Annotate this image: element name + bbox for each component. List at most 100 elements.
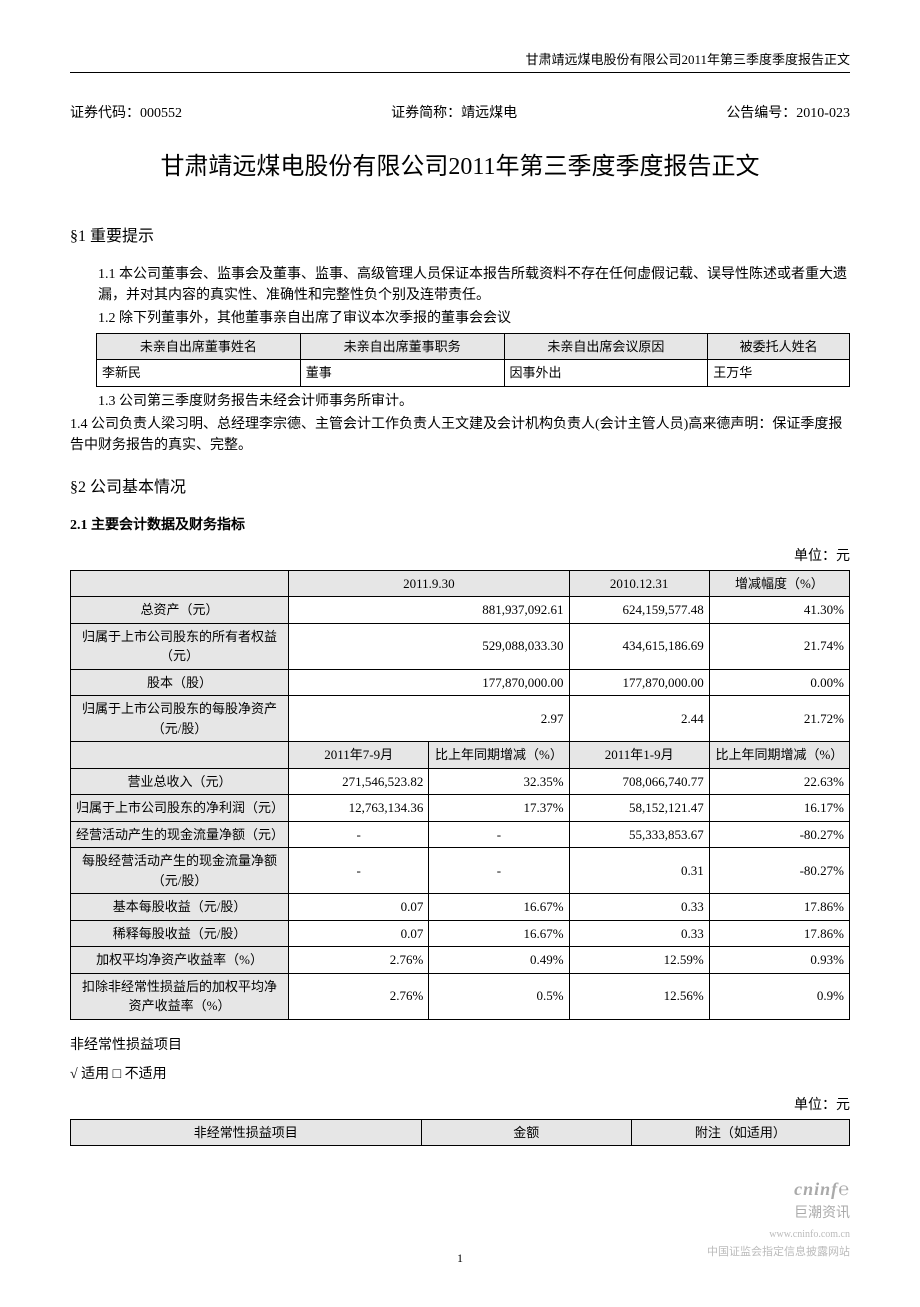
- cell: 0.49%: [429, 947, 569, 974]
- brand-text: cninf: [794, 1179, 838, 1199]
- para-1-2: 1.2 除下列董事外，其他董事亲自出席了审议本次季报的董事会会议: [70, 308, 850, 329]
- cell: -: [429, 848, 569, 894]
- cell: 0.9%: [709, 973, 849, 1019]
- brand-sub: 巨潮资讯: [794, 1206, 850, 1221]
- cell: 0.31: [569, 848, 709, 894]
- cell: 22.63%: [709, 768, 849, 795]
- fin-h2-a: 2011年7-9月: [289, 742, 429, 769]
- cell: 董事: [300, 360, 504, 387]
- cell: 12,763,134.36: [289, 795, 429, 822]
- cell: 16.67%: [429, 894, 569, 921]
- table-row: 营业总收入（元）271,546,523.8232.35%708,066,740.…: [71, 768, 850, 795]
- cell: 2.97: [289, 696, 569, 742]
- cell: 2.76%: [289, 947, 429, 974]
- document-title: 甘肃靖远煤电股份有限公司2011年第三季度季度报告正文: [70, 149, 850, 185]
- cell: 177,870,000.00: [569, 669, 709, 696]
- fin-h1-blank: [71, 570, 289, 597]
- cell: 41.30%: [709, 597, 849, 624]
- cell: 归属于上市公司股东的每股净资产（元/股）: [71, 696, 289, 742]
- page-header: 甘肃靖远煤电股份有限公司2011年第三季度季度报告正文: [70, 50, 850, 73]
- table-row: 扣除非经常性损益后的加权平均净资产收益率（%）2.76%0.5%12.56%0.…: [71, 973, 850, 1019]
- cell: 881,937,092.61: [289, 597, 569, 624]
- applicable-checkbox: √ 适用 □ 不适用: [70, 1064, 850, 1085]
- table-row: 股本（股）177,870,000.00177,870,000.000.00%: [71, 669, 850, 696]
- cell: 王万华: [708, 360, 850, 387]
- cell: 0.5%: [429, 973, 569, 1019]
- cell: 12.59%: [569, 947, 709, 974]
- cell: 加权平均净资产收益率（%）: [71, 947, 289, 974]
- cell: -: [289, 848, 429, 894]
- cell: 624,159,577.48: [569, 597, 709, 624]
- cell: -80.27%: [709, 848, 849, 894]
- cell: 12.56%: [569, 973, 709, 1019]
- section-2-heading: §2 公司基本情况: [70, 476, 850, 500]
- cell: 17.86%: [709, 894, 849, 921]
- table-row: 每股经营活动产生的现金流量净额（元/股）--0.31-80.27%: [71, 848, 850, 894]
- cell: 2.76%: [289, 973, 429, 1019]
- meta-row: 证券代码：000552 证券简称：靖远煤电 公告编号：2010-023: [70, 103, 850, 124]
- absent-col-proxy: 被委托人姓名: [708, 333, 850, 360]
- cell: 0.00%: [709, 669, 849, 696]
- absent-col-reason: 未亲自出席会议原因: [504, 333, 708, 360]
- table-row: 归属于上市公司股东的所有者权益（元）529,088,033.30434,615,…: [71, 623, 850, 669]
- cell: 因事外出: [504, 360, 708, 387]
- cell: 271,546,523.82: [289, 768, 429, 795]
- fin-h1-c: 增减幅度（%）: [709, 570, 849, 597]
- nonrecurring-table: 非经常性损益项目 金额 附注（如适用）: [70, 1119, 850, 1147]
- cell: 17.86%: [709, 920, 849, 947]
- cell: 21.72%: [709, 696, 849, 742]
- table-row: 李新民 董事 因事外出 王万华: [97, 360, 850, 387]
- cell: 0.33: [569, 894, 709, 921]
- cell: 58,152,121.47: [569, 795, 709, 822]
- table-row: 归属于上市公司股东的每股净资产（元/股）2.972.4421.72%: [71, 696, 850, 742]
- table-row: 稀释每股收益（元/股）0.0716.67%0.3317.86%: [71, 920, 850, 947]
- cell: 归属于上市公司股东的净利润（元）: [71, 795, 289, 822]
- cell: 扣除非经常性损益后的加权平均净资产收益率（%）: [71, 973, 289, 1019]
- unit-label-2: 单位：元: [70, 1095, 850, 1116]
- fin-h1-a: 2011.9.30: [289, 570, 569, 597]
- cell: 55,333,853.67: [569, 821, 709, 848]
- brand-icon: ℮: [838, 1179, 850, 1199]
- para-1-3: 1.3 公司第三季度财务报告未经会计师事务所审计。: [70, 391, 850, 412]
- nonrec-col-item: 非经常性损益项目: [71, 1119, 422, 1146]
- table-row: 经营活动产生的现金流量净额（元）--55,333,853.67-80.27%: [71, 821, 850, 848]
- cell: 归属于上市公司股东的所有者权益（元）: [71, 623, 289, 669]
- table-row: 加权平均净资产收益率（%）2.76%0.49%12.59%0.93%: [71, 947, 850, 974]
- cell: 16.17%: [709, 795, 849, 822]
- absent-col-position: 未亲自出席董事职务: [300, 333, 504, 360]
- section-1-heading: §1 重要提示: [70, 225, 850, 249]
- cell: 708,066,740.77: [569, 768, 709, 795]
- fin-h2-b: 比上年同期增减（%）: [429, 742, 569, 769]
- cell: 0.07: [289, 920, 429, 947]
- cell: 股本（股）: [71, 669, 289, 696]
- cell: 李新民: [97, 360, 301, 387]
- para-1-4: 1.4 公司负责人梁习明、总经理李宗德、主管会计工作负责人王文建及会计机构负责人…: [70, 414, 850, 456]
- fin-h2-d: 比上年同期增减（%）: [709, 742, 849, 769]
- absent-col-name: 未亲自出席董事姓名: [97, 333, 301, 360]
- absent-directors-table: 未亲自出席董事姓名 未亲自出席董事职务 未亲自出席会议原因 被委托人姓名 李新民…: [96, 333, 850, 387]
- unit-label: 单位：元: [70, 546, 850, 567]
- cell: 529,088,033.30: [289, 623, 569, 669]
- table-row: 归属于上市公司股东的净利润（元）12,763,134.3617.37%58,15…: [71, 795, 850, 822]
- brand-url: www.cninfo.com.cn: [769, 1229, 850, 1240]
- cell: 17.37%: [429, 795, 569, 822]
- cell: 基本每股收益（元/股）: [71, 894, 289, 921]
- cell: 0.93%: [709, 947, 849, 974]
- cell: 16.67%: [429, 920, 569, 947]
- nonrec-col-amount: 金额: [421, 1119, 631, 1146]
- cell: 每股经营活动产生的现金流量净额（元/股）: [71, 848, 289, 894]
- security-short: 证券简称：靖远煤电: [391, 103, 517, 124]
- cell: 434,615,186.69: [569, 623, 709, 669]
- cell: 0.07: [289, 894, 429, 921]
- fin-h1-b: 2010.12.31: [569, 570, 709, 597]
- fin-h2-c: 2011年1-9月: [569, 742, 709, 769]
- fin-h2-blank: [71, 742, 289, 769]
- section-2-1-heading: 2.1 主要会计数据及财务指标: [70, 515, 850, 536]
- cell: 总资产（元）: [71, 597, 289, 624]
- cell: 32.35%: [429, 768, 569, 795]
- table-row: 总资产（元）881,937,092.61624,159,577.4841.30%: [71, 597, 850, 624]
- cell: 2.44: [569, 696, 709, 742]
- cell: 177,870,000.00: [289, 669, 569, 696]
- financial-table: 2011.9.30 2010.12.31 增减幅度（%） 总资产（元）881,9…: [70, 570, 850, 1020]
- cell: 稀释每股收益（元/股）: [71, 920, 289, 947]
